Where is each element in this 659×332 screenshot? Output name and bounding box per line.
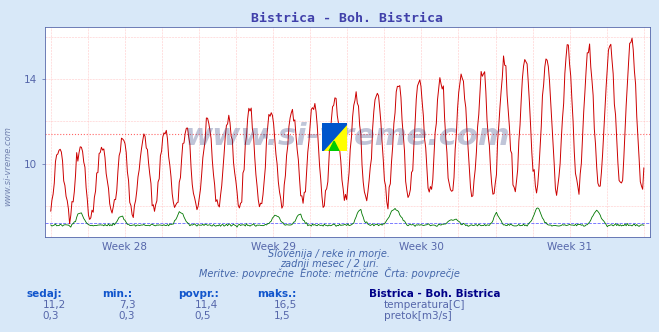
Text: www.si-vreme.com: www.si-vreme.com <box>185 122 510 151</box>
Text: 0,3: 0,3 <box>43 311 59 321</box>
Text: maks.:: maks.: <box>257 289 297 299</box>
Text: Meritve: povprečne  Enote: metrične  Črta: povprečje: Meritve: povprečne Enote: metrične Črta:… <box>199 267 460 279</box>
Text: 0,3: 0,3 <box>119 311 135 321</box>
Polygon shape <box>329 141 339 151</box>
Text: povpr.:: povpr.: <box>178 289 219 299</box>
Text: min.:: min.: <box>102 289 132 299</box>
Text: Slovenija / reke in morje.: Slovenija / reke in morje. <box>268 249 391 259</box>
Text: temperatura[C]: temperatura[C] <box>384 300 465 310</box>
Text: pretok[m3/s]: pretok[m3/s] <box>384 311 451 321</box>
Text: zadnji mesec / 2 uri.: zadnji mesec / 2 uri. <box>280 259 379 269</box>
Text: 0,5: 0,5 <box>194 311 211 321</box>
Text: 7,3: 7,3 <box>119 300 135 310</box>
Polygon shape <box>322 123 347 151</box>
Text: 11,2: 11,2 <box>43 300 66 310</box>
Text: 16,5: 16,5 <box>273 300 297 310</box>
Text: 1,5: 1,5 <box>273 311 290 321</box>
Text: ■: ■ <box>263 134 268 139</box>
Title: Bistrica - Boh. Bistrica: Bistrica - Boh. Bistrica <box>251 12 444 25</box>
Text: sedaj:: sedaj: <box>26 289 62 299</box>
Text: Bistrica - Boh. Bistrica: Bistrica - Boh. Bistrica <box>369 289 501 299</box>
Text: 11,4: 11,4 <box>194 300 217 310</box>
Text: www.si-vreme.com: www.si-vreme.com <box>3 126 13 206</box>
Polygon shape <box>322 123 347 151</box>
